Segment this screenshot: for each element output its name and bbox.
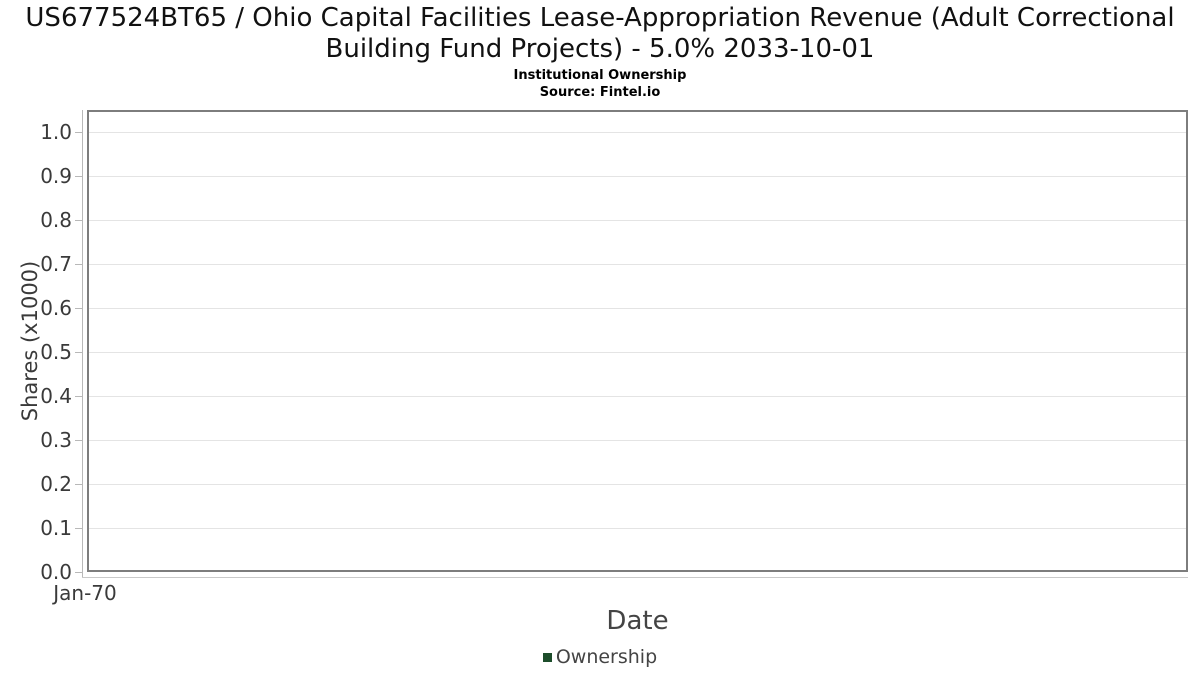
y-tick-mark-0.5 (75, 352, 82, 353)
x-axis-line (82, 577, 1188, 578)
chart-title: US677524BT65 / Ohio Capital Facilities L… (25, 3, 1175, 64)
h-gridline-0.2 (89, 484, 1186, 485)
x-tick-label: Jan-70 (53, 581, 117, 605)
y-tick-label-0.9: 0.9 (40, 164, 72, 188)
h-gridline-0.6 (89, 308, 1186, 309)
chart-source: Source: Fintel.io (539, 85, 661, 100)
y-tick-mark-0.0 (75, 572, 82, 573)
y-tick-mark-0.6 (75, 308, 82, 309)
y-tick-label-0.4: 0.4 (40, 384, 72, 408)
y-tick-label-0.8: 0.8 (40, 208, 72, 232)
y-tick-mark-0.1 (75, 528, 82, 529)
y-tick-label-0.5: 0.5 (40, 340, 72, 364)
y-tick-label-1.0: 1.0 (40, 120, 72, 144)
h-gridline-0.9 (89, 176, 1186, 177)
legend-label: Ownership (555, 646, 658, 668)
h-gridline-0.1 (89, 528, 1186, 529)
y-tick-mark-1.0 (75, 132, 82, 133)
h-gridline-0.3 (89, 440, 1186, 441)
y-axis-line (82, 110, 83, 578)
legend: Ownership (0, 646, 1200, 668)
y-axis-title: Shares (x1000) (18, 260, 42, 422)
y-tick-mark-0.8 (75, 220, 82, 221)
y-tick-label-0.2: 0.2 (40, 472, 72, 496)
plot-frame (87, 110, 1188, 572)
h-gridline-1.0 (89, 132, 1186, 133)
y-tick-mark-0.9 (75, 176, 82, 177)
h-gridline-0.8 (89, 220, 1186, 221)
h-gridline-0.4 (89, 396, 1186, 397)
x-axis-title: Date (606, 606, 669, 636)
y-tick-label-0.1: 0.1 (40, 516, 72, 540)
y-tick-label-0.7: 0.7 (40, 252, 72, 276)
chart-title-wrap: US677524BT65 / Ohio Capital Facilities L… (0, 3, 1200, 65)
y-tick-mark-0.4 (75, 396, 82, 397)
h-gridline-0.5 (89, 352, 1186, 353)
y-tick-label-0.6: 0.6 (40, 296, 72, 320)
chart-subtitle: Institutional Ownership (513, 68, 687, 83)
y-tick-mark-0.7 (75, 264, 82, 265)
legend-marker-square-icon (542, 652, 552, 662)
y-tick-label-0.0: 0.0 (40, 560, 72, 584)
y-tick-label-0.3: 0.3 (40, 428, 72, 452)
y-tick-mark-0.2 (75, 484, 82, 485)
y-tick-mark-0.3 (75, 440, 82, 441)
h-gridline-0.7 (89, 264, 1186, 265)
